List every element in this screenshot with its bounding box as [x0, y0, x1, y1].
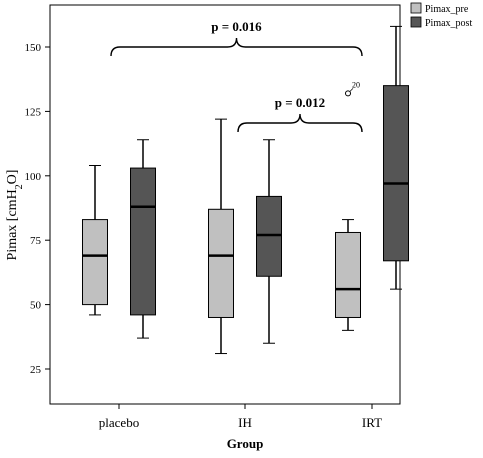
x-category-label: placebo [99, 415, 139, 430]
outlier-point [345, 90, 351, 97]
y-axis: 25 50 75 100 125 150 [25, 42, 50, 376]
box-Pimax_post-IRT [383, 25, 409, 290]
y-axis-title-end: O] [5, 170, 20, 185]
y-tick-label: 75 [30, 235, 42, 247]
plot-frame [49, 4, 401, 405]
y-tick-label: 150 [25, 42, 42, 54]
y-tick-label: 125 [25, 106, 42, 118]
boxes: 20 [82, 25, 409, 355]
legend-swatch [410, 2, 422, 14]
box-iqr [383, 85, 409, 262]
box-iqr [208, 208, 234, 318]
box-iqr [335, 231, 361, 318]
x-axis: placebo IH IRT [99, 404, 382, 430]
significance-annotations: p = 0.016 p = 0.012 [110, 19, 363, 133]
box-Pimax_post-IH [256, 139, 282, 344]
y-axis-title: Pimax [cmH2O] [5, 170, 25, 261]
legend-swatch [410, 16, 422, 28]
legend-label: Pimax_post [425, 18, 472, 29]
x-category-label: IH [238, 415, 252, 430]
box-iqr [82, 219, 108, 306]
y-tick-label: 100 [25, 171, 42, 183]
plot-area [49, 4, 401, 405]
legend: Pimax_pre Pimax_post [410, 2, 472, 29]
x-axis-title: Group [227, 436, 264, 451]
box-Pimax_pre-IH [208, 118, 234, 355]
box-Pimax_pre-IRT [335, 219, 361, 331]
y-tick-label: 50 [30, 300, 42, 312]
p-value-label: p = 0.016 [211, 19, 262, 34]
legend-label: Pimax_pre [425, 4, 469, 15]
box-Pimax_pre-placebo [82, 164, 108, 316]
p-value-label: p = 0.012 [275, 95, 325, 110]
y-axis-title-main: Pimax [cmH [5, 189, 20, 260]
y-tick-label: 25 [30, 364, 42, 376]
outlier-leader [349, 88, 354, 92]
box-iqr [256, 195, 282, 277]
x-category-label: IRT [362, 415, 382, 430]
box-Pimax_post-placebo [130, 139, 156, 339]
significance-brace [237, 113, 363, 133]
box-iqr [130, 167, 156, 316]
outlier-label: 20 [352, 80, 360, 89]
significance-brace [110, 37, 363, 57]
y-axis-title-subscript: 2 [14, 184, 25, 189]
